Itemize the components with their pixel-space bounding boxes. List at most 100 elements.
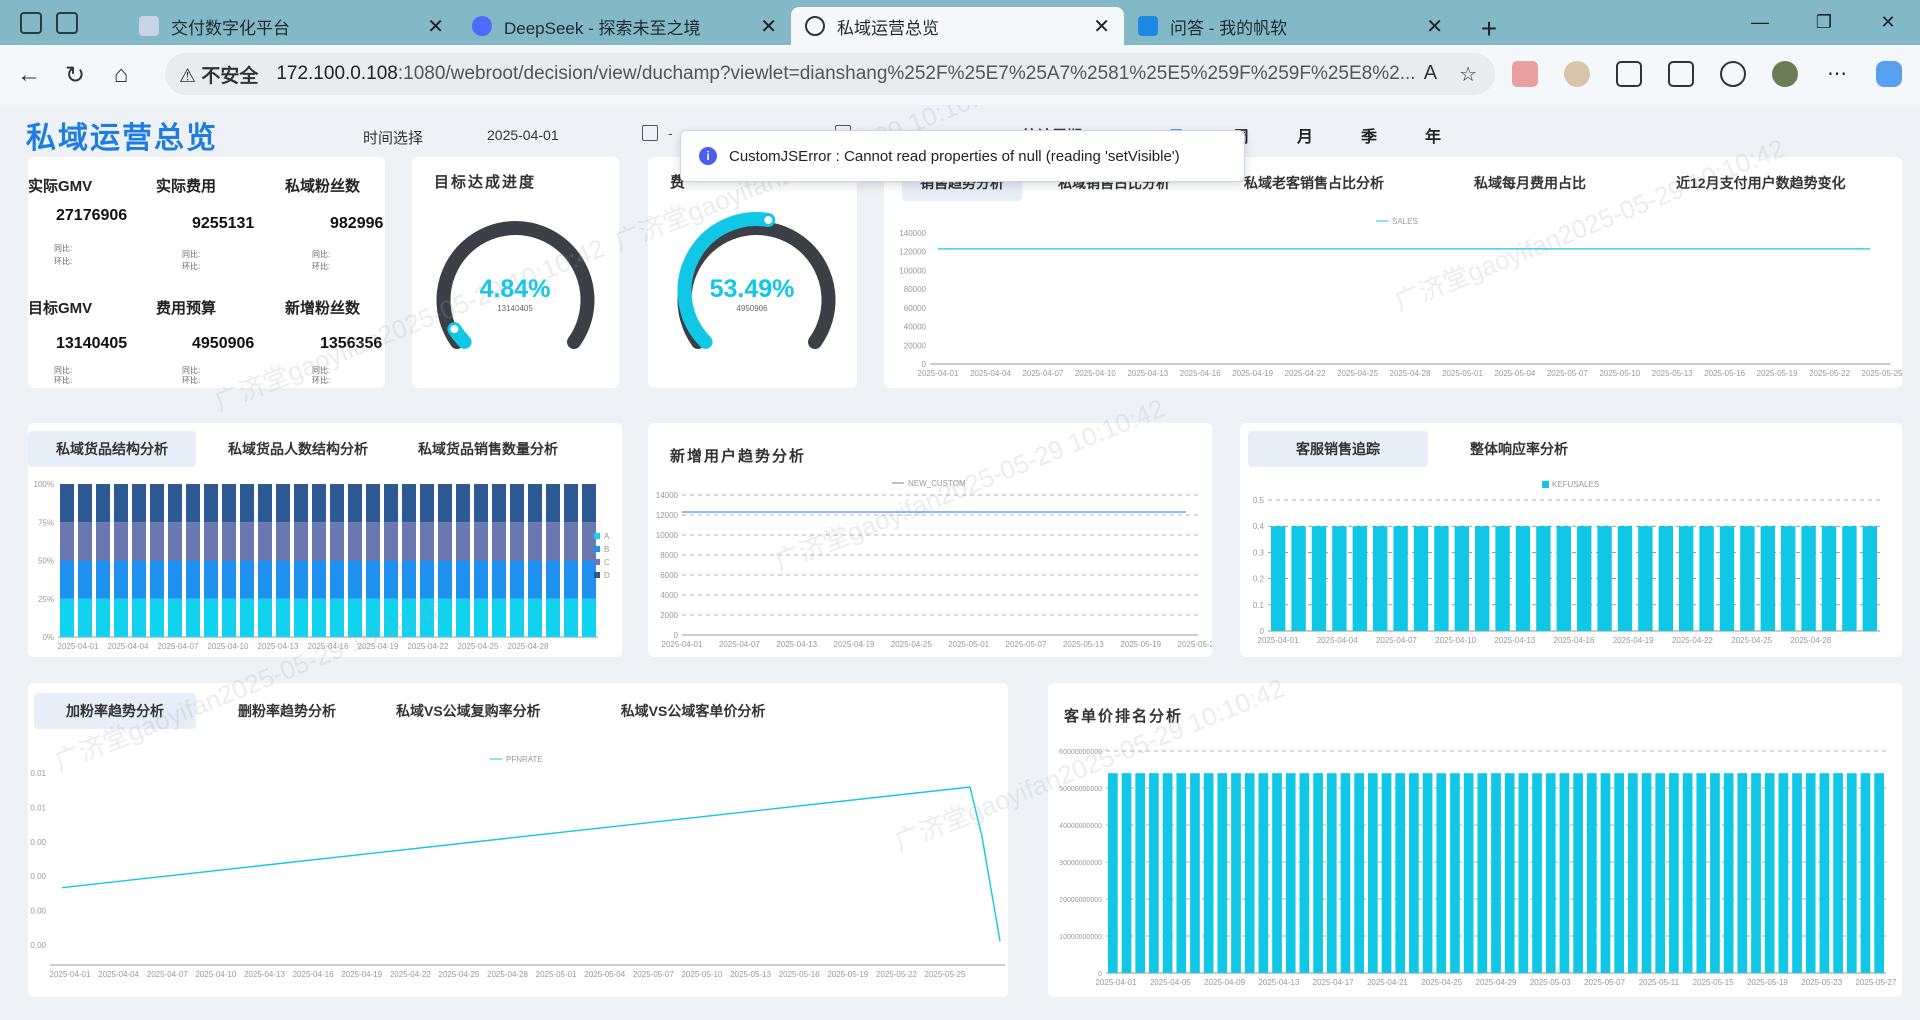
- browser-tab-2[interactable]: 私域运营总览 ✕: [791, 7, 1124, 45]
- browser-tab-1[interactable]: DeepSeek - 探索未至之境 ✕: [458, 7, 791, 45]
- fanruan-favicon-icon: [1138, 16, 1158, 36]
- bar: [1149, 773, 1159, 973]
- tab-favicon-icon: [139, 16, 159, 36]
- calendar-icon[interactable]: [642, 125, 658, 141]
- tab-goods-structure[interactable]: 私域货品结构分析: [28, 431, 196, 467]
- stacked-bar-segment: [132, 484, 146, 523]
- bar: [1586, 773, 1597, 973]
- browser-tab-3[interactable]: 问答 - 我的帆软 ✕: [1124, 7, 1457, 45]
- tab-strip: 交付数字化平台 ✕ DeepSeek - 探索未至之境 ✕ 私域运营总览 ✕ 问…: [125, 0, 1509, 45]
- stacked-bar-segment: [132, 560, 146, 599]
- period-month[interactable]: 月: [1297, 129, 1314, 146]
- stacked-bar-segment: [474, 484, 488, 523]
- back-icon[interactable]: ←: [17, 60, 41, 88]
- period-year[interactable]: 年: [1425, 129, 1442, 146]
- security-warning[interactable]: ⚠ 不安全: [179, 65, 259, 87]
- home-icon[interactable]: ⌂: [113, 60, 129, 88]
- health-icon[interactable]: [1720, 61, 1746, 87]
- url-host: 172.100.0.108: [276, 63, 398, 84]
- stacked-bar-segment: [582, 484, 596, 523]
- tab-add-fans-rate[interactable]: 加粉率趋势分析: [34, 693, 196, 729]
- close-icon[interactable]: ✕: [760, 15, 777, 38]
- restore-icon[interactable]: ❐: [1815, 12, 1833, 32]
- tab-unit-price-compare[interactable]: 私域VS公域客单价分析: [620, 703, 766, 719]
- url-path: :1080/webroot/decision/view/duchamp?view…: [397, 63, 1416, 84]
- date-start-input[interactable]: 2025-04-01: [487, 127, 559, 143]
- x-tick-label: 2025-04-19: [341, 970, 382, 979]
- stacked-bar-segment: [150, 484, 164, 523]
- tab-delete-fans-rate[interactable]: 删粉率趋势分析: [238, 703, 336, 719]
- kpi-label: 新增粉丝数: [285, 300, 361, 317]
- x-tick-label: 2025-05-15: [1693, 978, 1734, 987]
- close-icon[interactable]: ✕: [1426, 15, 1443, 38]
- stacked-bar-segment: [60, 522, 74, 561]
- x-tick-label: 2025-04-13: [1258, 978, 1299, 987]
- url-field[interactable]: ⚠ 不安全 172.100.0.108:1080/webroot/decisio…: [165, 53, 1495, 95]
- stacked-bar-segment: [384, 560, 398, 599]
- tab-monthly-cost-share[interactable]: 私域每月费用占比: [1474, 175, 1586, 191]
- service-tabs: 客服销售追踪 整体响应率分析: [1248, 431, 1586, 467]
- bar: [1778, 773, 1789, 973]
- x-tick-label: 2025-04-28: [508, 642, 549, 651]
- y-tick-label: 0.00: [30, 838, 46, 847]
- stacked-bar-segment: [96, 522, 110, 561]
- tab-paying-users-trend[interactable]: 近12月支付用户数趋势变化: [1676, 175, 1846, 191]
- tab-actions-icon[interactable]: [56, 11, 78, 34]
- stacked-bar-segment: [438, 598, 452, 637]
- kpi-yoy: 同比:: [54, 244, 73, 253]
- tab-old-customer-share[interactable]: 私域老客销售占比分析: [1244, 175, 1384, 191]
- close-icon[interactable]: ✕: [1093, 15, 1110, 38]
- browser-tab-0[interactable]: 交付数字化平台 ✕: [125, 7, 458, 45]
- tab-service-sales[interactable]: 客服销售追踪: [1248, 431, 1428, 467]
- x-tick-label: 2025-04-29: [1476, 978, 1517, 987]
- stacked-bar-segment: [78, 522, 92, 561]
- read-aloud-icon[interactable]: A: [1423, 61, 1438, 84]
- sales-chart: SALES 0 20000 40000 60000 80000 100000 120000 14…: [899, 217, 1902, 378]
- minimize-icon[interactable]: —: [1751, 12, 1769, 32]
- y-tick-label: 0.3: [1253, 548, 1265, 557]
- stacked-bar-segment: [60, 598, 74, 637]
- x-tick-label: 2025-04-10: [195, 970, 236, 979]
- stacked-bar-segment: [330, 522, 344, 561]
- stacked-bar-segment: [204, 484, 218, 523]
- stacked-bar-segment: [186, 484, 200, 523]
- more-icon[interactable]: ⋯: [1827, 63, 1847, 85]
- tab-goods-quantity[interactable]: 私域货品销售数量分析: [418, 441, 558, 457]
- favorites-icon[interactable]: [1668, 61, 1694, 87]
- copilot-icon[interactable]: [1876, 61, 1902, 87]
- extensions-icon[interactable]: [1616, 61, 1642, 87]
- y-tick-label: 0.2: [1253, 575, 1265, 584]
- new-tab-button[interactable]: +: [1480, 13, 1498, 44]
- period-quarter[interactable]: 季: [1361, 129, 1378, 146]
- workspaces-icon[interactable]: [20, 11, 42, 34]
- bar: [1450, 773, 1460, 973]
- y-tick-label: 30000000000: [1059, 860, 1102, 867]
- stacked-bar-segment: [114, 484, 128, 523]
- x-tick-label: 2025-05-19: [827, 970, 868, 979]
- tab-title: 问答 - 我的帆软: [1170, 18, 1288, 38]
- stacked-bar-segment: [168, 522, 182, 561]
- favorite-star-icon[interactable]: ☆: [1459, 63, 1477, 86]
- tab-repurchase-rate[interactable]: 私域VS公域复购率分析: [396, 703, 541, 719]
- x-tick-label: 2025-04-04: [970, 369, 1011, 378]
- bar: [1434, 526, 1449, 631]
- tab-goods-people[interactable]: 私域货品人数结构分析: [228, 441, 368, 457]
- y-tick-label: 10000: [656, 531, 679, 540]
- date-separator: -: [668, 125, 673, 141]
- tab-title: 私域运营总览: [837, 18, 939, 38]
- tab-response-rate[interactable]: 整体响应率分析: [1470, 441, 1568, 457]
- stacked-bar-segment: [384, 484, 398, 523]
- x-tick-label: 2025-05-01: [1442, 369, 1483, 378]
- bar: [1332, 526, 1347, 631]
- bar: [1477, 773, 1488, 973]
- close-icon[interactable]: ✕: [427, 15, 444, 38]
- profile-avatar[interactable]: [1772, 61, 1798, 87]
- kpi-mom: 环比:: [182, 376, 201, 385]
- x-tick-label: 2025-04-01: [50, 970, 91, 979]
- extension-2-icon[interactable]: [1564, 61, 1590, 87]
- refresh-icon[interactable]: ↻: [64, 61, 86, 89]
- close-window-icon[interactable]: ✕: [1880, 12, 1896, 32]
- stacked-bar-segment: [456, 560, 470, 599]
- extension-1-icon[interactable]: [1512, 61, 1538, 87]
- bar: [1258, 773, 1269, 973]
